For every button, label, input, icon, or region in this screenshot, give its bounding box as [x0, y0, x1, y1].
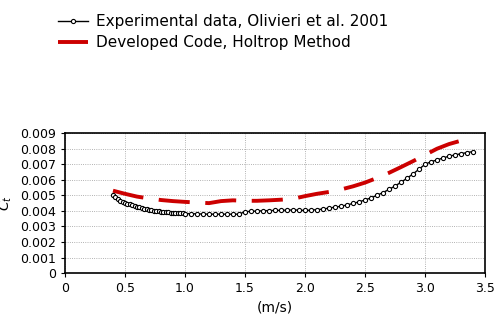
Developed Code, Holtrop Method [158, 198, 164, 202]
Experimental data, Olivieri et al. 2001 [194, 212, 200, 216]
Developed Code, Holtrop Method [422, 153, 428, 157]
Developed Code, Holtrop Method [458, 139, 464, 143]
Developed Code, Holtrop Method [254, 199, 260, 203]
Experimental data, Olivieri et al. 2001 [160, 210, 166, 214]
Experimental data, Olivieri et al. 2001 [470, 150, 476, 154]
Y-axis label: $C_t$: $C_t$ [0, 195, 14, 211]
Developed Code, Holtrop Method [302, 194, 308, 198]
Developed Code, Holtrop Method [374, 176, 380, 180]
Developed Code, Holtrop Method [266, 198, 272, 202]
Legend: Experimental data, Olivieri et al. 2001, Developed Code, Holtrop Method: Experimental data, Olivieri et al. 2001,… [58, 14, 388, 50]
Line: Developed Code, Holtrop Method: Developed Code, Holtrop Method [113, 138, 473, 203]
Developed Code, Holtrop Method [434, 147, 440, 151]
Developed Code, Holtrop Method [386, 171, 392, 175]
Developed Code, Holtrop Method [362, 180, 368, 184]
Developed Code, Holtrop Method [350, 184, 356, 188]
Experimental data, Olivieri et al. 2001 [206, 212, 212, 216]
Experimental data, Olivieri et al. 2001 [278, 208, 284, 212]
Developed Code, Holtrop Method [194, 200, 200, 204]
Developed Code, Holtrop Method [242, 199, 248, 203]
Experimental data, Olivieri et al. 2001 [188, 212, 194, 216]
Developed Code, Holtrop Method [170, 199, 176, 203]
Developed Code, Holtrop Method [146, 196, 152, 200]
Developed Code, Holtrop Method [446, 142, 452, 146]
Developed Code, Holtrop Method [338, 187, 344, 191]
Line: Experimental data, Olivieri et al. 2001: Experimental data, Olivieri et al. 2001 [111, 150, 475, 216]
Developed Code, Holtrop Method [410, 159, 416, 163]
Experimental data, Olivieri et al. 2001 [110, 193, 116, 197]
Developed Code, Holtrop Method [218, 199, 224, 203]
Developed Code, Holtrop Method [230, 198, 236, 202]
Developed Code, Holtrop Method [134, 194, 140, 198]
Experimental data, Olivieri et al. 2001 [156, 209, 162, 213]
Developed Code, Holtrop Method [206, 201, 212, 205]
Developed Code, Holtrop Method [110, 189, 116, 193]
Experimental data, Olivieri et al. 2001 [350, 201, 356, 205]
X-axis label: (m/s): (m/s) [257, 301, 293, 315]
Developed Code, Holtrop Method [326, 190, 332, 194]
Developed Code, Holtrop Method [470, 136, 476, 140]
Developed Code, Holtrop Method [314, 192, 320, 196]
Developed Code, Holtrop Method [290, 197, 296, 201]
Developed Code, Holtrop Method [122, 192, 128, 196]
Developed Code, Holtrop Method [182, 200, 188, 204]
Developed Code, Holtrop Method [398, 165, 404, 169]
Developed Code, Holtrop Method [278, 198, 284, 202]
